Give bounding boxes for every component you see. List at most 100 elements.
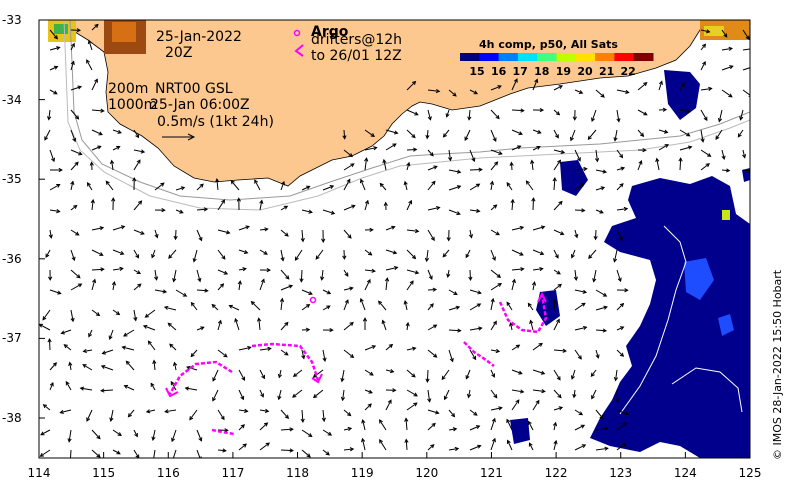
current-arrow: [595, 446, 609, 451]
current-arrow: [364, 249, 373, 256]
current-arrow: [49, 183, 61, 191]
current-arrow: [190, 301, 198, 311]
australian-landmass: [74, 20, 707, 187]
current-arrow: [490, 348, 501, 354]
current-arrow: [465, 249, 471, 259]
current-arrow: [49, 209, 61, 214]
current-arrow: [469, 303, 482, 311]
current-arrow: [595, 209, 604, 214]
current-arrow: [175, 209, 184, 214]
current-arrow: [552, 298, 557, 311]
current-arrow: [322, 327, 334, 333]
current-arrow: [364, 268, 376, 273]
current-arrow: [171, 429, 177, 443]
current-arrow: [175, 186, 186, 191]
current-arrow: [145, 409, 156, 414]
drifters-until: to 26/01 12Z: [311, 48, 402, 64]
current-arrow: [212, 369, 219, 382]
current-arrow: [553, 283, 562, 291]
y-tick-label: -38: [2, 411, 22, 425]
current-arrow: [590, 369, 597, 378]
current-arrow: [70, 161, 79, 171]
colorbar-segment: [633, 53, 654, 61]
cold-region-contour-2: [671, 367, 743, 413]
current-arrow: [280, 284, 294, 291]
current-arrow: [301, 349, 306, 360]
current-arrow: [70, 309, 75, 323]
current-arrow: [217, 283, 225, 291]
current-arrow: [42, 404, 51, 411]
current-arrow: [700, 129, 705, 143]
current-arrow: [591, 109, 597, 123]
current-arrow: [658, 129, 669, 134]
current-arrow: [343, 163, 355, 171]
colorbar-tick-label: 16: [490, 65, 507, 78]
current-arrow: [490, 320, 497, 331]
current-arrow: [87, 39, 93, 51]
current-arrow: [490, 249, 496, 262]
current-arrow: [574, 302, 586, 311]
current-arrow: [238, 389, 245, 401]
current-arrow: [469, 167, 483, 172]
drifter-track-2: [251, 342, 320, 381]
current-arrow: [259, 408, 270, 413]
current-arrow: [616, 149, 624, 159]
colorbar-tick-label: 20: [577, 65, 593, 78]
current-arrow: [406, 389, 418, 397]
x-tick-label: 120: [415, 466, 439, 480]
current-arrow: [384, 277, 390, 291]
current-arrow: [173, 229, 178, 241]
current-arrow: [189, 409, 198, 421]
current-arrow: [322, 349, 327, 362]
current-arrow: [280, 269, 290, 280]
current-arrow: [446, 229, 451, 242]
current-arrow: [553, 389, 562, 399]
current-arrow: [467, 109, 472, 121]
current-arrow: [616, 422, 627, 431]
current-arrow: [238, 369, 246, 382]
argo-float-marker: [309, 296, 317, 304]
current-arrow: [469, 409, 478, 416]
current-arrow: [448, 185, 462, 191]
current-arrow: [125, 360, 135, 371]
current-arrow: [511, 344, 521, 351]
sst-cells-blue: [684, 258, 734, 336]
current-arrow: [506, 418, 513, 431]
current-arrow: [637, 129, 645, 137]
current-arrow: [49, 29, 58, 40]
current-arrow: [700, 86, 713, 91]
y-tick-label: -33: [2, 13, 22, 27]
current-arrow: [89, 161, 94, 171]
current-arrow: [525, 180, 534, 191]
current-arrow: [292, 389, 303, 398]
current-arrow: [340, 389, 346, 402]
current-arrow: [616, 443, 627, 451]
colorbar-tick-label: 18: [534, 65, 550, 78]
current-arrow: [112, 449, 121, 455]
map-hour: 20Z: [165, 45, 193, 61]
current-arrow: [196, 429, 203, 442]
current-arrow: [511, 249, 524, 256]
current-arrow: [613, 369, 619, 382]
current-arrow: [49, 65, 59, 71]
current-arrow: [527, 302, 534, 311]
current-arrow: [280, 321, 289, 331]
current-arrow: [679, 109, 691, 114]
current-arrow: [342, 129, 347, 140]
current-arrow: [321, 229, 326, 243]
x-tick-label: 115: [92, 466, 116, 480]
current-arrow: [91, 108, 105, 113]
current-arrow: [172, 269, 177, 283]
current-arrow: [254, 179, 261, 191]
current-arrow: [133, 429, 138, 438]
current-arrow: [424, 249, 430, 263]
current-arrow: [574, 166, 588, 172]
current-arrow: [49, 46, 61, 51]
current-arrow: [612, 249, 618, 263]
current-arrow: [91, 145, 102, 151]
current-arrow: [490, 109, 500, 120]
current-arrow: [112, 129, 122, 134]
current-arrow: [637, 148, 647, 153]
current-arrow: [468, 269, 473, 282]
current-arrow: [100, 388, 114, 393]
